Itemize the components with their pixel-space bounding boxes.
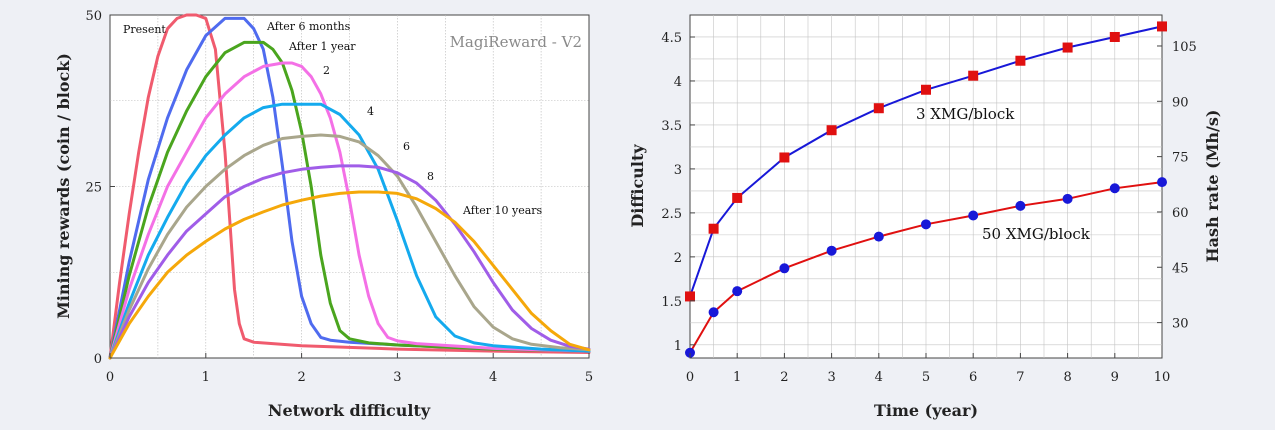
- right-y2-tick-label: 30: [1172, 317, 1189, 332]
- right-x-tick-label: 9: [1111, 370, 1119, 385]
- left-grid: [110, 15, 589, 358]
- marker-3-xmg-block: [732, 192, 743, 203]
- series-line-after-6-months: [108, 16, 591, 360]
- right-y2-tick-label: 45: [1172, 261, 1189, 276]
- label-2: 2: [323, 64, 330, 77]
- marker-50-xmg-block: [779, 263, 790, 274]
- right-y-axis-label-left: Difficulty: [628, 144, 647, 228]
- left-y-tick-label: 0: [94, 352, 102, 367]
- marker-3-xmg-block: [873, 103, 884, 114]
- series-label-3-xmg: 3 XMG/block: [916, 105, 1015, 123]
- series-line-2: [108, 61, 591, 360]
- marker-50-xmg-block: [873, 231, 884, 242]
- marker-50-xmg-block: [1062, 193, 1073, 204]
- right-x-tick-label: 3: [827, 370, 835, 385]
- right-x-tick-label: 5: [922, 370, 930, 385]
- right-y-tick-label: 3: [674, 163, 682, 178]
- right-x-tick-label: 10: [1154, 370, 1171, 385]
- series-line-8: [108, 164, 591, 360]
- marker-3-xmg-block: [1157, 21, 1167, 32]
- series-line-present: [108, 13, 591, 360]
- marker-3-xmg-block: [968, 70, 979, 81]
- marker-50-xmg-block: [1109, 183, 1120, 194]
- series-line-after-1-year: [108, 40, 591, 360]
- marker-50-xmg-block: [1015, 200, 1026, 211]
- right-axes: 0 1 2 3 4 5 6 7 8 9 1011.522.533.544.5304560759010…: [661, 31, 1197, 385]
- series-line-3-xmg-block: [689, 25, 1163, 297]
- marker-3-xmg-block: [779, 152, 790, 163]
- right-y2-tick-label: 75: [1172, 151, 1189, 166]
- left-y-axis-label: Mining rewards (coin / block): [54, 53, 73, 319]
- marker-50-xmg-block: [732, 286, 743, 297]
- label-after-6-months: After 6 months: [266, 20, 351, 33]
- marker-50-xmg-block: [685, 347, 695, 358]
- left-x-tick-label: 2: [297, 370, 305, 385]
- label-present: Present: [123, 23, 166, 36]
- series-label-50-xmg: 50 XMG/block: [982, 225, 1091, 243]
- right-x-tick-label: 8: [1063, 370, 1071, 385]
- left-x-tick-label: 0: [106, 370, 114, 385]
- left-x-tick-label: 5: [585, 370, 593, 385]
- left-y-tick-label: 50: [85, 9, 102, 24]
- marker-3-xmg-block: [921, 84, 931, 95]
- right-y-tick-label: 2: [674, 251, 682, 266]
- left-y-tick-label: 25: [85, 181, 102, 196]
- label-8: 8: [427, 170, 434, 183]
- series-line-6: [108, 133, 591, 360]
- right-y-tick-label: 4.5: [661, 31, 682, 46]
- marker-50-xmg-block: [968, 210, 979, 221]
- right-y2-tick-label: 90: [1172, 95, 1189, 110]
- left-chart-title: MagiReward - V2: [450, 33, 582, 51]
- marker-3-xmg-block: [1109, 31, 1120, 42]
- right-y-tick-label: 1: [674, 339, 682, 354]
- right-y-tick-label: 2.5: [661, 207, 682, 222]
- series-line-after-10-years: [108, 190, 591, 360]
- left-x-tick-label: 1: [202, 370, 210, 385]
- marker-50-xmg-block: [708, 307, 719, 318]
- right-x-tick-label: 7: [1016, 370, 1024, 385]
- label-after-1-year: After 1 year: [288, 40, 356, 53]
- right-y2-tick-label: 105: [1172, 40, 1197, 55]
- right-x-tick-label: 1: [733, 370, 741, 385]
- right-x-tick-label: 0: [686, 370, 694, 385]
- left-x-tick-label: 4: [489, 370, 497, 385]
- right-x-tick-label: 4: [875, 370, 883, 385]
- left-series-group: [108, 13, 591, 360]
- right-y-axis-label-right: Hash rate (Mh/s): [1203, 110, 1222, 263]
- marker-3-xmg-block: [1015, 55, 1026, 66]
- series-line-50-xmg-block: [689, 181, 1163, 354]
- left-x-axis-label: Network difficulty: [268, 401, 431, 420]
- right-y-tick-label: 4: [674, 75, 682, 90]
- left-x-tick-label: 3: [393, 370, 401, 385]
- right-y-tick-label: 1.5: [661, 295, 682, 310]
- right-y2-tick-label: 60: [1172, 206, 1189, 221]
- marker-3-xmg-block: [1062, 42, 1073, 53]
- right-x-axis-label: Time (year): [874, 401, 978, 420]
- right-y-tick-label: 3.5: [661, 119, 682, 134]
- marker-3-xmg-block: [685, 291, 695, 302]
- label-after-10-years: After 10 years: [462, 204, 543, 217]
- marker-50-xmg-block: [826, 245, 837, 256]
- marker-50-xmg-block: [921, 219, 931, 230]
- label-6: 6: [403, 140, 410, 153]
- right-grid: [690, 15, 1162, 358]
- right-x-tick-label: 6: [969, 370, 977, 385]
- right-x-tick-label: 2: [780, 370, 788, 385]
- marker-3-xmg-block: [826, 125, 837, 136]
- right-series-group: [685, 21, 1167, 358]
- label-4: 4: [367, 105, 374, 118]
- marker-50-xmg-block: [1157, 177, 1167, 188]
- right-chart: 0 1 2 3 4 5 6 7 8 9 1011.522.533.544.5304560759010…: [628, 14, 1222, 420]
- series-line-4: [108, 102, 591, 360]
- marker-3-xmg-block: [708, 223, 719, 234]
